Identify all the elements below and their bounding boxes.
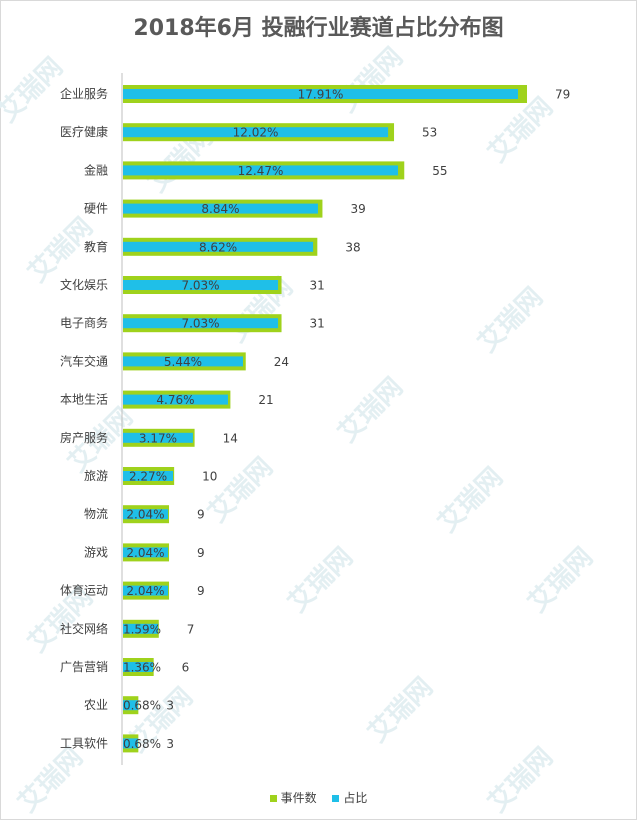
percent-label: 0.68% [123, 737, 161, 751]
percent-label: 12.47% [238, 164, 284, 178]
share-bar [123, 662, 153, 672]
count-label: 3 [166, 737, 174, 751]
count-label: 39 [350, 202, 365, 216]
category-label: 教育 [84, 239, 108, 254]
legend-label-count: 事件数 [280, 791, 317, 805]
category-label: 汽车交通 [60, 353, 108, 368]
share-bar [123, 127, 389, 138]
share-bar [123, 700, 138, 711]
percent-label: 2.04% [126, 584, 164, 598]
count-label: 9 [197, 508, 205, 522]
category-label: 社交网络 [60, 621, 108, 636]
percent-label: 8.84% [201, 202, 239, 216]
percent-label: 1.36% [123, 661, 161, 675]
share-bar [123, 394, 228, 405]
category-label: 物流 [84, 507, 108, 521]
share-bar [123, 280, 279, 290]
category-label: 本地生活 [60, 393, 108, 407]
count-label: 10 [202, 470, 217, 484]
count-label: 9 [197, 584, 205, 598]
share-bar [123, 241, 314, 252]
category-label: 硬件 [84, 202, 108, 216]
share-bar [123, 89, 518, 99]
legend-swatch-count [269, 795, 277, 802]
percent-label: 7.03% [181, 279, 219, 293]
percent-label: 3.17% [139, 431, 177, 445]
category-label: 医疗健康 [60, 124, 108, 139]
share-bar [123, 318, 279, 329]
count-label: 6 [182, 661, 190, 675]
share-bar [123, 203, 318, 214]
category-label: 文化娱乐 [60, 277, 108, 292]
count-label: 79 [555, 88, 570, 102]
share-bar [123, 165, 399, 176]
count-label: 3 [166, 699, 174, 713]
category-label: 广告营销 [60, 660, 108, 674]
legend-label-share: 占比 [343, 791, 368, 805]
count-label: 55 [432, 164, 447, 178]
category-label: 房产服务 [60, 430, 108, 445]
legend-item-count: 事件数 [269, 789, 317, 806]
share-bar [123, 509, 168, 520]
percent-label: 2.27% [129, 470, 167, 484]
percent-label: 12.02% [233, 126, 279, 140]
legend-item-share: 占比 [332, 789, 367, 806]
percent-label: 2.04% [126, 508, 164, 522]
legend-swatch-share [332, 795, 340, 802]
percent-label: 5.44% [164, 355, 202, 369]
count-label: 38 [345, 240, 360, 254]
share-bar [123, 738, 138, 749]
percent-label: 17.91% [298, 88, 344, 102]
share-bar [123, 585, 168, 596]
share-bar [123, 356, 243, 367]
category-label: 体育运动 [60, 583, 108, 598]
percent-label: 7.03% [181, 317, 219, 331]
share-bar [123, 547, 168, 558]
share-bar [123, 432, 193, 443]
count-label: 21 [258, 393, 273, 407]
category-label: 电子商务 [60, 315, 108, 330]
count-label: 7 [187, 622, 195, 636]
count-label: 14 [223, 431, 238, 445]
percent-label: 1.59% [123, 622, 161, 636]
percent-label: 4.76% [156, 393, 194, 407]
category-label: 游戏 [84, 545, 108, 559]
percent-label: 8.62% [199, 240, 237, 254]
share-bar [123, 471, 174, 481]
count-label: 31 [310, 317, 325, 331]
category-label: 企业服务 [60, 86, 108, 101]
count-label: 24 [274, 355, 289, 369]
count-label: 53 [422, 126, 437, 140]
category-label: 旅游 [84, 469, 108, 483]
count-label: 31 [310, 279, 325, 293]
chart-title: 2018年6月 投融行业赛道占比分布图 [133, 16, 504, 41]
share-bar [123, 623, 159, 634]
percent-label: 2.04% [126, 546, 164, 560]
category-label: 金融 [84, 162, 108, 177]
count-label: 9 [197, 546, 205, 560]
percent-label: 0.68% [123, 699, 161, 713]
category-label: 工具软件 [60, 736, 108, 750]
category-label: 农业 [84, 698, 108, 712]
legend: 事件数 占比 [0, 789, 637, 806]
